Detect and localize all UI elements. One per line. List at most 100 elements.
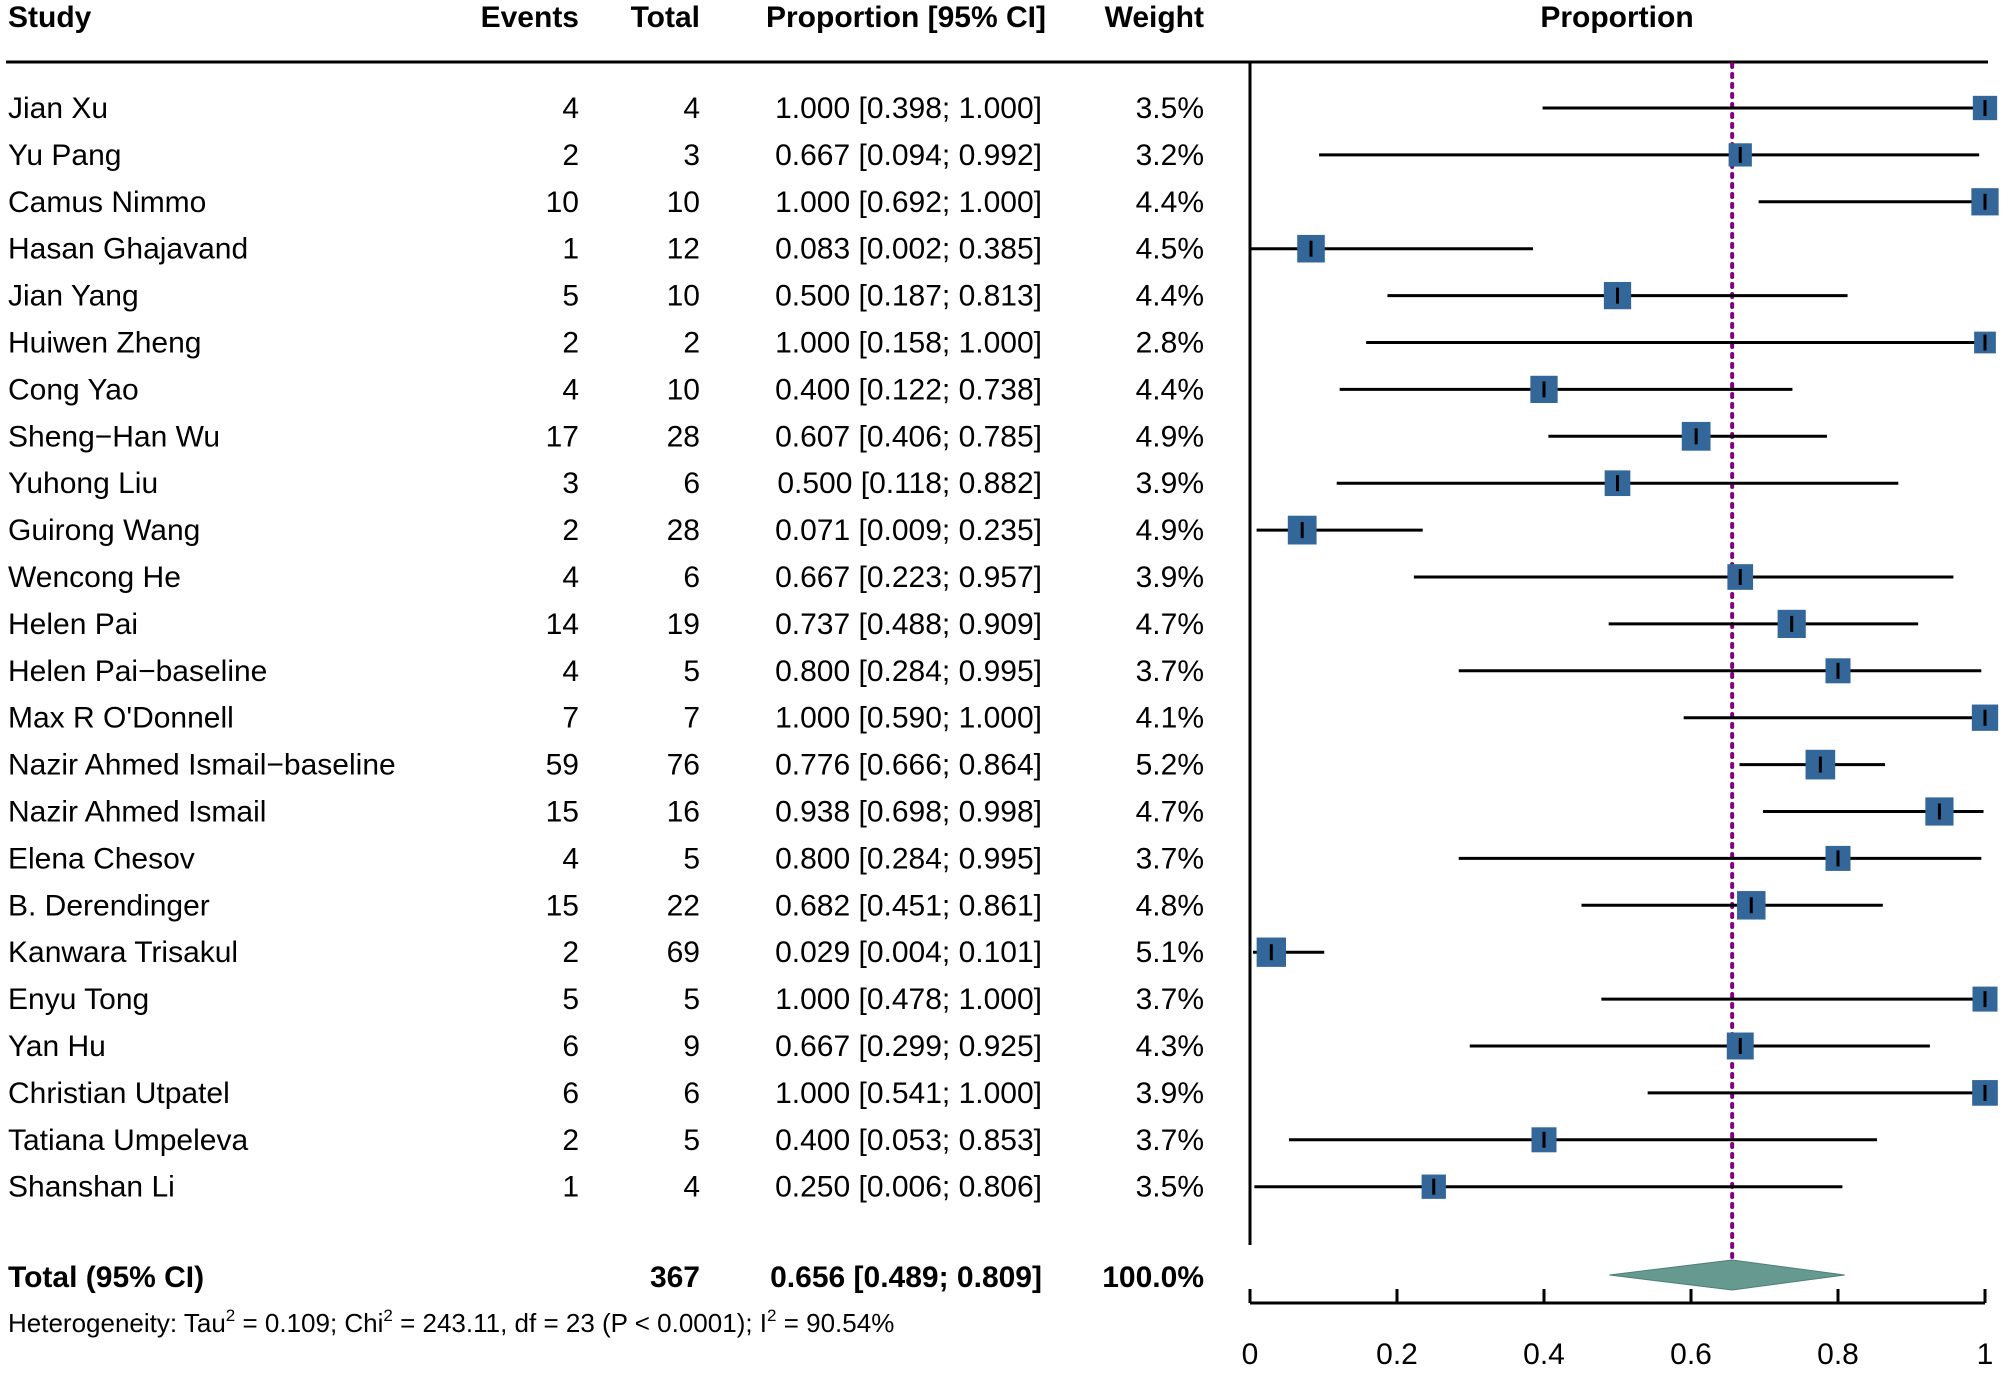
- study-ci: 0.938 [0.698; 0.998]: [775, 796, 1042, 829]
- study-ci: 0.737 [0.488; 0.909]: [775, 608, 1042, 641]
- study-events: 2: [562, 327, 579, 360]
- study-name: Jian Yang: [8, 280, 139, 313]
- study-events: 15: [546, 796, 579, 829]
- study-weight: 3.5%: [1136, 92, 1204, 125]
- study-events: 15: [546, 889, 579, 922]
- study-total: 5: [683, 1124, 700, 1157]
- study-name: Kanwara Trisakul: [8, 936, 238, 969]
- study-total: 10: [667, 373, 700, 406]
- study-events: 14: [546, 608, 579, 641]
- study-total: 4: [683, 1171, 700, 1204]
- study-weight: 4.9%: [1136, 514, 1204, 547]
- study-ci: 0.607 [0.406; 0.785]: [775, 420, 1042, 453]
- study-total: 9: [683, 1030, 700, 1063]
- header-weight: Weight: [1105, 1, 1204, 34]
- total-weight: 100.0%: [1102, 1261, 1204, 1294]
- study-name: Shanshan Li: [8, 1171, 175, 1204]
- study-weight: 4.4%: [1136, 186, 1204, 219]
- total-label: Total (95% CI): [8, 1261, 204, 1294]
- study-ci: 1.000 [0.590; 1.000]: [775, 702, 1042, 735]
- study-weight: 4.3%: [1136, 1030, 1204, 1063]
- study-weight: 2.8%: [1136, 327, 1204, 360]
- study-ci: 0.800 [0.284; 0.995]: [775, 655, 1042, 688]
- pooled-diamond: [1609, 1259, 1845, 1291]
- study-events: 2: [562, 139, 579, 172]
- study-total: 10: [667, 280, 700, 313]
- study-name: Enyu Tong: [8, 983, 149, 1016]
- study-name: Elena Chesov: [8, 842, 195, 875]
- study-weight: 5.1%: [1136, 936, 1204, 969]
- study-events: 3: [562, 467, 579, 500]
- study-total: 7: [683, 702, 700, 735]
- study-events: 1: [562, 233, 579, 266]
- study-total: 6: [683, 467, 700, 500]
- study-name: Max R O'Donnell: [8, 702, 234, 735]
- study-weight: 4.4%: [1136, 280, 1204, 313]
- study-events: 2: [562, 1124, 579, 1157]
- header-row: Study Events Total Proportion [95% CI] W…: [8, 1, 1694, 34]
- study-events: 7: [562, 702, 579, 735]
- study-total: 5: [683, 655, 700, 688]
- study-total: 10: [667, 186, 700, 219]
- total-ci: 0.656 [0.489; 0.809]: [770, 1261, 1042, 1294]
- study-weight: 4.7%: [1136, 796, 1204, 829]
- study-weight: 4.7%: [1136, 608, 1204, 641]
- study-total: 6: [683, 1077, 700, 1110]
- study-events: 6: [562, 1077, 579, 1110]
- study-events: 4: [562, 92, 579, 125]
- study-total: 22: [667, 889, 700, 922]
- study-events: 4: [562, 373, 579, 406]
- study-ci: 0.029 [0.004; 0.101]: [775, 936, 1042, 969]
- study-ci: 0.500 [0.187; 0.813]: [775, 280, 1042, 313]
- study-name: Yuhong Liu: [8, 467, 158, 500]
- study-events: 2: [562, 514, 579, 547]
- study-total: 6: [683, 561, 700, 594]
- study-weight: 4.1%: [1136, 702, 1204, 735]
- total-total: 367: [650, 1261, 700, 1294]
- x-tick-label: 0: [1242, 1338, 1259, 1371]
- header-events: Events: [481, 1, 579, 34]
- study-events: 1: [562, 1171, 579, 1204]
- study-ci: 0.250 [0.006; 0.806]: [775, 1171, 1042, 1204]
- study-weight: 3.5%: [1136, 1171, 1204, 1204]
- study-ci: 0.800 [0.284; 0.995]: [775, 842, 1042, 875]
- study-name: Yan Hu: [8, 1030, 106, 1063]
- plot-area: 0 0.2 0.4 0.6 0.8 1: [1242, 62, 1999, 1371]
- study-weight: 3.2%: [1136, 139, 1204, 172]
- study-ci: 0.667 [0.299; 0.925]: [775, 1030, 1042, 1063]
- study-total: 5: [683, 842, 700, 875]
- study-ci: 1.000 [0.692; 1.000]: [775, 186, 1042, 219]
- study-name: Cong Yao: [8, 373, 139, 406]
- study-name: Camus Nimmo: [8, 186, 206, 219]
- study-events: 5: [562, 280, 579, 313]
- header-plot-proportion: Proportion: [1540, 1, 1693, 34]
- study-name: Jian Xu: [8, 92, 108, 125]
- study-name: B. Derendinger: [8, 889, 210, 922]
- study-total: 76: [667, 749, 700, 782]
- study-events: 59: [546, 749, 579, 782]
- study-events: 5: [562, 983, 579, 1016]
- study-weight: 3.9%: [1136, 1077, 1204, 1110]
- x-tick-label: 0.2: [1376, 1338, 1418, 1371]
- study-events: 4: [562, 655, 579, 688]
- study-rows: Jian Xu 4 4 1.000 [0.398; 1.000] 3.5% Yu Pang…: [8, 92, 1204, 1204]
- study-name: Nazir Ahmed Ismail−baseline: [8, 749, 396, 782]
- study-weight: 3.7%: [1136, 655, 1204, 688]
- study-total: 69: [667, 936, 700, 969]
- study-name: Nazir Ahmed Ismail: [8, 796, 266, 829]
- study-ci: 0.667 [0.094; 0.992]: [775, 139, 1042, 172]
- study-name: Wencong He: [8, 561, 181, 594]
- header-total: Total: [631, 1, 700, 34]
- study-weight: 3.9%: [1136, 561, 1204, 594]
- study-total: 3: [683, 139, 700, 172]
- total-row: Total (95% CI) 367 0.656 [0.489; 0.809] …: [8, 1261, 1204, 1294]
- x-tick-label: 0.4: [1523, 1338, 1565, 1371]
- study-weight: 4.9%: [1136, 420, 1204, 453]
- study-weight: 3.9%: [1136, 467, 1204, 500]
- heterogeneity-text: Heterogeneity: Tau2 = 0.109; Chi2 = 243.…: [8, 1306, 894, 1338]
- study-events: 17: [546, 420, 579, 453]
- study-events: 10: [546, 186, 579, 219]
- header-proportion-ci: Proportion [95% CI]: [766, 1, 1046, 34]
- study-ci: 0.071 [0.009; 0.235]: [775, 514, 1042, 547]
